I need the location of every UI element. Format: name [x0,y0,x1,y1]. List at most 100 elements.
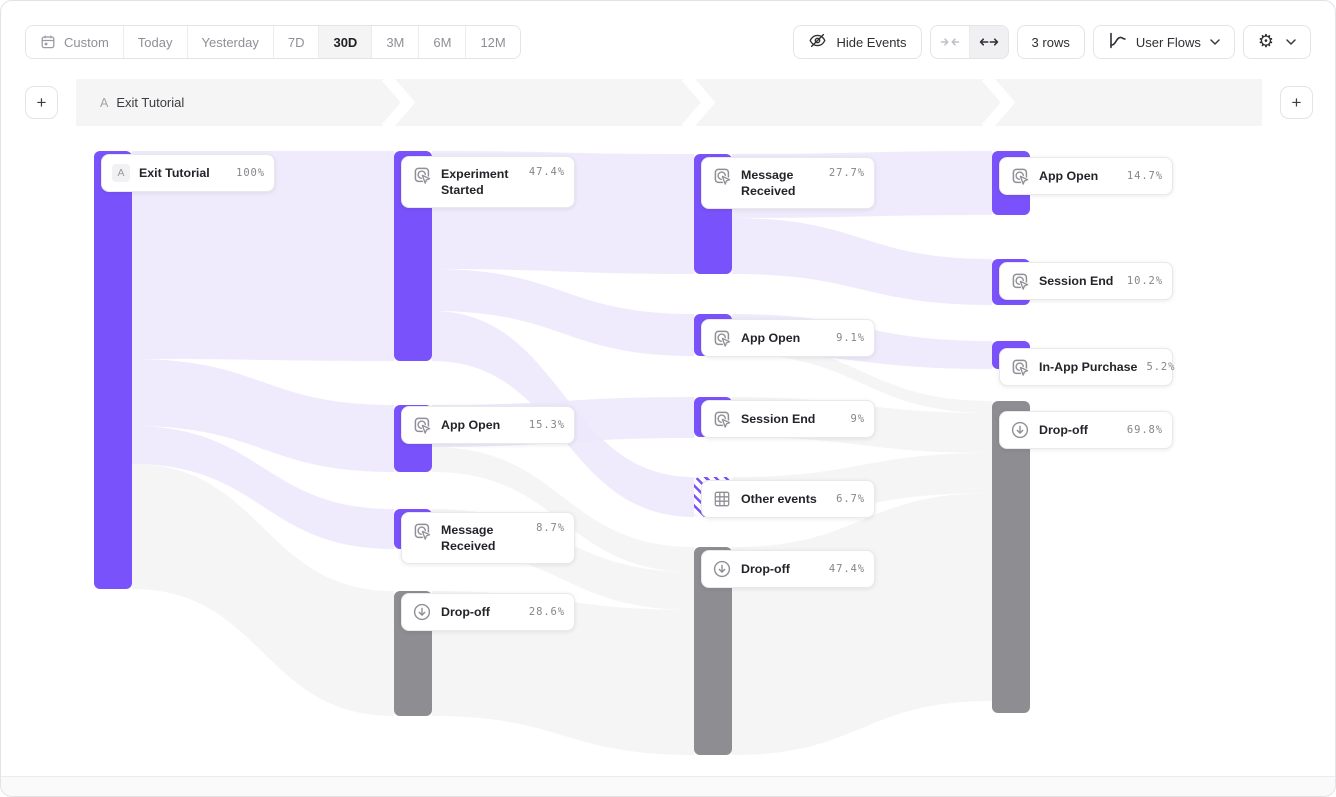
date-range-3m[interactable]: 3M [372,26,420,58]
flow-node-c3-drop-off[interactable]: Drop-off 69.8% [999,411,1173,449]
date-range-label: 12M [480,34,506,50]
hide-events-label: Hide Events [836,34,907,50]
node-label: App Open [1039,169,1099,183]
node-percentage: 47.4% [828,563,865,575]
dropoff-ribbon [132,464,394,716]
event-icon [1012,273,1030,291]
event-icon [714,411,732,429]
flow-node-c3-session-end[interactable]: Session End 10.2% [999,262,1173,300]
flow-ribbon [132,426,394,549]
node-label: Experiment Started [441,167,509,197]
event-icon [414,167,432,185]
flow-node-c3-in-app-purchase[interactable]: In-App Purchase 5.2% [999,348,1174,386]
steps-header-band: A Exit Tutorial [76,79,1262,126]
date-range-yesterday[interactable]: Yesterday [187,26,274,58]
event-icon [1012,168,1030,186]
settings-dropdown[interactable]: ⚙ [1242,25,1311,59]
flow-ribbon [132,359,394,472]
node-percentage: 9.1% [836,332,865,344]
flow-node-c1-drop-off[interactable]: Drop-off 28.6% [401,593,575,631]
chevron-down-icon [1210,39,1220,45]
event-icon [1012,359,1030,377]
expand-columns-button[interactable] [968,26,1008,58]
flow-node-c2-session-end[interactable]: Session End 9% [701,400,875,438]
node-percentage: 15.3% [528,419,565,431]
node-label: In-App Purchase [1039,360,1138,374]
flow-node-c0-exit-tutorial[interactable]: A Exit Tutorial 100% [101,154,275,192]
node-percentage: 6.7% [836,493,865,505]
step-chevron-separators [381,79,1016,126]
node-label: Drop-off [1039,423,1088,437]
rows-count-button[interactable]: 3 rows [1016,25,1085,59]
date-range-today[interactable]: Today [123,26,188,58]
node-percentage: 8.7% [536,522,565,534]
footer-strip [1,776,1335,796]
node-percentage: 47.4% [528,166,565,178]
event-icon [714,168,732,186]
node-percentage: 27.7% [828,167,865,179]
date-range-selector: Custom Today Yesterday 7D 30D 3M 6M 12M [25,25,521,59]
hide-events-button[interactable]: Hide Events [793,25,922,59]
flow-node-c2-app-open[interactable]: App Open 9.1% [701,319,875,357]
add-step-start-button[interactable]: + [25,86,58,119]
calendar-icon [41,35,55,49]
flow-node-c3-app-open[interactable]: App Open 14.7% [999,157,1173,195]
node-label: Other events [741,492,817,506]
node-label: Message Received [441,523,496,553]
eye-off-icon [808,31,827,53]
user-flows-chart-icon [1108,31,1127,53]
other-events-icon [714,491,730,507]
flow-node-c1-experiment-started[interactable]: Experiment Started 47.4% [401,156,575,208]
node-label: Session End [741,412,816,426]
step-name: Exit Tutorial [116,95,185,110]
date-range-6m[interactable]: 6M [419,26,467,58]
node-percentage: 69.8% [1126,424,1163,436]
flow-ribbon [732,218,992,305]
flow-ribbon [432,269,694,356]
date-range-label: Today [137,34,173,50]
node-percentage: 10.2% [1126,275,1163,287]
add-step-end-button[interactable]: + [1280,86,1313,119]
flow-node-c1-message-received[interactable]: Message Received 8.7% [401,512,575,564]
step-1-header[interactable]: A Exit Tutorial [100,79,184,126]
drop-off-icon [413,603,431,621]
date-range-label: Custom [64,34,109,50]
gear-icon: ⚙ [1257,31,1274,52]
date-range-label: 6M [433,34,452,50]
flow-bar-c0-exit-tutorial[interactable] [94,151,132,589]
flow-node-c2-message-received[interactable]: Message Received 27.7% [701,157,875,209]
date-range-label: 30D [333,34,358,50]
event-icon [414,417,432,435]
step-badge: A [100,95,109,110]
step-letter-badge: A [112,164,130,182]
flow-width-toggle [929,25,1009,59]
node-percentage: 9% [850,413,865,425]
date-range-label: 7D [287,34,305,50]
collapse-columns-button[interactable] [930,26,969,58]
dropoff-ribbon [732,493,992,755]
rows-count-label: 3 rows [1031,34,1070,50]
node-label: Session End [1039,274,1114,288]
flow-node-c2-drop-off[interactable]: Drop-off 47.4% [701,550,875,588]
node-label: Exit Tutorial [139,166,210,180]
flow-node-c1-app-open[interactable]: App Open 15.3% [401,406,575,444]
node-label: Drop-off [741,562,790,576]
date-range-30d[interactable]: 30D [319,26,373,58]
drop-off-icon [713,560,731,578]
node-label: App Open [441,418,501,432]
view-selector-label: User Flows [1135,34,1201,50]
node-label: Drop-off [441,605,490,619]
node-label: App Open [741,331,801,345]
toolbar: Custom Today Yesterday 7D 30D 3M 6M 12M Hide Ev… [25,25,1311,59]
event-icon [714,330,732,348]
drop-off-icon [1011,421,1029,439]
date-range-7d[interactable]: 7D [273,26,320,58]
view-selector-dropdown[interactable]: User Flows [1092,25,1235,59]
flow-node-c2-other-events[interactable]: Other events 6.7% [701,480,875,518]
flow-bar-c3-drop-off[interactable] [992,401,1030,713]
date-range-custom[interactable]: Custom [26,26,124,58]
date-range-12m[interactable]: 12M [466,26,520,58]
date-range-label: 3M [386,34,405,50]
arrows-outward-icon [979,38,998,46]
node-label: Message Received [741,168,796,198]
